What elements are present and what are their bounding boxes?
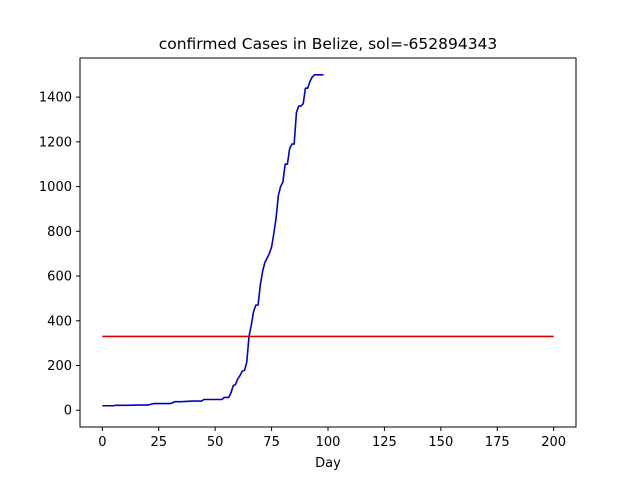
x-tick-label-8: 200: [541, 435, 566, 450]
y-tick-label-2: 400: [47, 314, 72, 329]
x-tick-label-2: 50: [207, 435, 224, 450]
y-tick-label-0: 0: [64, 404, 72, 419]
y-tick-label-3: 600: [47, 270, 72, 285]
chart-title: confirmed Cases in Belize, sol=-65289434…: [159, 35, 498, 53]
x-tick-label-6: 150: [428, 435, 453, 450]
x-tick-label-1: 25: [150, 435, 167, 450]
x-tick-label-7: 175: [485, 435, 510, 450]
series-line-0: [102, 73, 324, 407]
x-axis-label: Day: [315, 456, 341, 471]
y-tick-label-6: 1200: [39, 135, 72, 150]
y-tick-label-4: 800: [47, 225, 72, 240]
x-tick-label-4: 100: [316, 435, 341, 450]
series-layer: [102, 73, 554, 407]
x-tick-label-5: 125: [372, 435, 397, 450]
x-tick-label-0: 0: [98, 435, 106, 450]
y-tick-label-1: 200: [47, 359, 72, 374]
plot-frame: [79, 57, 577, 428]
y-tick-label-7: 1400: [39, 91, 72, 106]
tick-layer: 0 25 50 75 100 125 150 175 200 0 200 400 600 800 1000 1…: [39, 91, 566, 450]
y-tick-label-5: 1000: [39, 180, 72, 195]
x-tick-label-3: 75: [263, 435, 280, 450]
